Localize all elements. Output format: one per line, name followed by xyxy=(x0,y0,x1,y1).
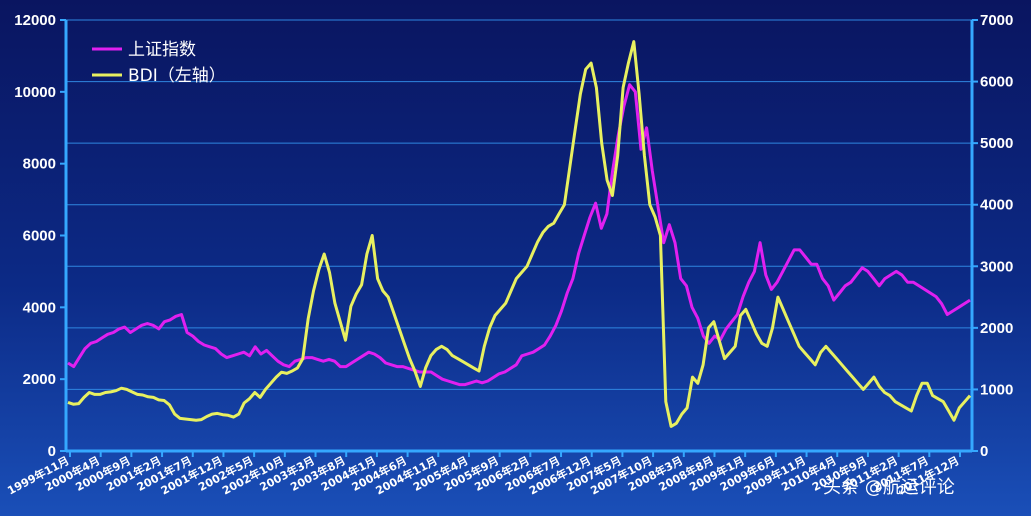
y-right-tick-label: 1000 xyxy=(980,381,1013,398)
y-axis-left: 0 2000 4000 6000 8000 10000 12000 xyxy=(14,12,66,460)
y-right-tick-label: 4000 xyxy=(980,197,1013,214)
y-right-tick-label: 0 xyxy=(980,443,988,460)
watermark: 头条 @航运评论 xyxy=(823,477,955,498)
y-axis-right: 0 1000 2000 3000 4000 5000 6000 7000 xyxy=(972,12,1013,460)
y-left-tick-label: 0 xyxy=(48,443,56,460)
y-left-tick-label: 6000 xyxy=(23,228,56,245)
series-lines xyxy=(67,40,972,428)
series-line-bdi xyxy=(67,40,972,428)
legend-label-shanghai-index: 上证指数 xyxy=(128,40,196,60)
y-left-tick-label: 8000 xyxy=(23,156,56,173)
y-right-tick-label: 7000 xyxy=(980,12,1013,29)
y-left-tick-label: 12000 xyxy=(14,12,56,29)
y-right-tick-label: 3000 xyxy=(980,258,1013,275)
legend-label-bdi: BDI（左轴） xyxy=(128,66,226,86)
series-line-shanghai-index xyxy=(67,83,971,387)
y-left-tick-label: 2000 xyxy=(23,371,56,388)
y-left-tick-label: 10000 xyxy=(14,84,56,101)
y-right-tick-label: 5000 xyxy=(980,135,1013,152)
legend: 上证指数 BDI（左轴） xyxy=(92,40,226,86)
y-right-tick-label: 6000 xyxy=(980,74,1013,91)
y-right-tick-label: 2000 xyxy=(980,320,1013,337)
y-left-tick-label: 4000 xyxy=(23,299,56,316)
